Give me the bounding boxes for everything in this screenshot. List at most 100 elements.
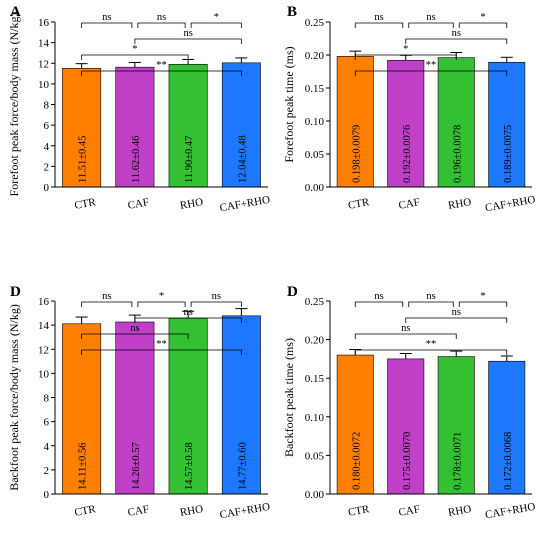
significance-bracket [354,301,404,307]
y-axis-label: Backfoot peak time (ms) [282,338,296,457]
x-tick-label: CAF+RHO [484,501,536,522]
bar-value-label: 14.26±0.57 [131,442,142,490]
bar-value-label: 0.192±0.0076 [402,125,413,183]
significance-bracket [354,54,457,60]
y-tick-label: 4 [44,441,50,453]
y-tick-label: 4 [44,141,50,153]
bar-value-label: 14.11±0.56 [78,443,89,490]
y-tick-label: 0.20 [305,50,325,62]
y-tick-label: 0.15 [305,83,325,95]
significance-bracket [137,22,186,28]
bar-ctr [336,56,374,188]
significance-label: ns [426,291,435,302]
bar-caf [115,66,155,188]
significance-label: ns [102,12,111,23]
x-tick-label: CTR [347,196,371,212]
significance-label: ns [401,323,410,334]
panel-letter: B [287,4,297,20]
y-tick-label: 12 [38,344,49,356]
significance-bracket [81,333,189,339]
significance-label: * [480,12,485,23]
x-tick-label: CAF+RHO [219,501,271,522]
y-tick-label: 0.10 [305,412,325,424]
y-tick-label: 6 [44,120,50,132]
x-tick-label: CAF [398,503,421,519]
bar-rho [437,57,475,188]
significance-label: ns [452,28,461,39]
significance-bracket [405,317,508,323]
significance-bracket [458,22,508,28]
significance-label: * [480,291,485,302]
y-tick-label: 8 [44,393,50,405]
y-tick-label: 16 [38,17,50,29]
bar-value-label: 0.180±0.0072 [351,432,362,490]
bar-caf [115,321,155,495]
significance-bracket [81,54,189,60]
significance-label: ** [426,60,437,71]
bar-value-label: 11.51±0.45 [78,136,89,183]
x-tick-label: CAF+RHO [484,194,536,215]
significance-label: ns [102,291,111,302]
bar-value-label: 0.178±0.0071 [452,432,463,490]
x-tick-label: CAF [398,196,421,212]
significance-label: ns [183,307,192,318]
y-tick-label: 0 [44,182,50,194]
bar-value-label: 14.77±0.60 [237,442,248,490]
chart-panel-2: B Forefoot peak time (ms) 0.198±0.0079 0.19… [282,4,536,214]
y-tick-label: 2 [44,161,50,173]
bar-caf-rho [221,315,261,495]
panel-letter: D [10,284,21,300]
significance-label: ** [156,60,167,71]
bar-value-label: 11.90±0.47 [184,136,195,183]
significance-label: ns [157,12,166,23]
significance-label: ** [426,339,437,350]
y-tick-label: 0.00 [305,182,325,194]
y-tick-label: 0.20 [305,335,325,347]
x-tick-label: CTR [74,503,98,519]
bar-value-label: 14.57±0.58 [184,442,195,490]
significance-bracket [190,22,242,28]
x-tick-label: CAF [127,503,150,519]
y-tick-label: 8 [44,100,50,112]
significance-label: ns [426,12,435,23]
y-tick-label: 2 [44,465,50,477]
significance-label: * [132,44,137,55]
bar-value-label: 0.196±0.0078 [452,125,463,183]
x-tick-label: RHO [447,503,472,519]
significance-label: * [214,12,219,23]
y-tick-label: 6 [44,417,50,429]
bar-value-label: 0.189±0.0075 [503,125,514,183]
y-tick-label: 16 [38,296,50,308]
bar-value-label: 11.62±0.46 [131,136,142,183]
significance-bracket [405,38,508,44]
significance-bracket [354,70,508,76]
significance-bracket [354,22,404,28]
x-tick-label: RHO [179,503,204,519]
significance-bracket [134,317,242,323]
y-tick-label: 0.05 [305,450,325,462]
y-tick-label: 0.25 [305,296,325,308]
significance-bracket [134,38,242,44]
significance-bracket [81,349,242,355]
y-tick-label: 0.00 [305,489,325,501]
bar-value-label: 0.175±0.0070 [402,432,413,490]
significance-bracket [81,70,242,76]
significance-bracket [458,301,508,307]
significance-label: ns [374,12,383,23]
significance-label: ns [183,28,192,39]
bar-value-label: 0.198±0.0079 [351,125,362,183]
y-tick-label: 10 [38,79,50,91]
x-tick-label: CAF+RHO [219,194,271,215]
significance-bracket [190,301,242,307]
significance-label: * [159,291,164,302]
y-tick-label: 14 [38,38,50,50]
y-axis-label: Forefoot peak time (ms) [282,46,296,162]
x-tick-label: CAF [127,196,150,212]
bar-rho [437,356,475,495]
panel-letter: A [10,4,21,20]
significance-label: ns [130,323,139,334]
bar-caf-rho [488,61,526,188]
panel-letter: D [287,284,298,300]
